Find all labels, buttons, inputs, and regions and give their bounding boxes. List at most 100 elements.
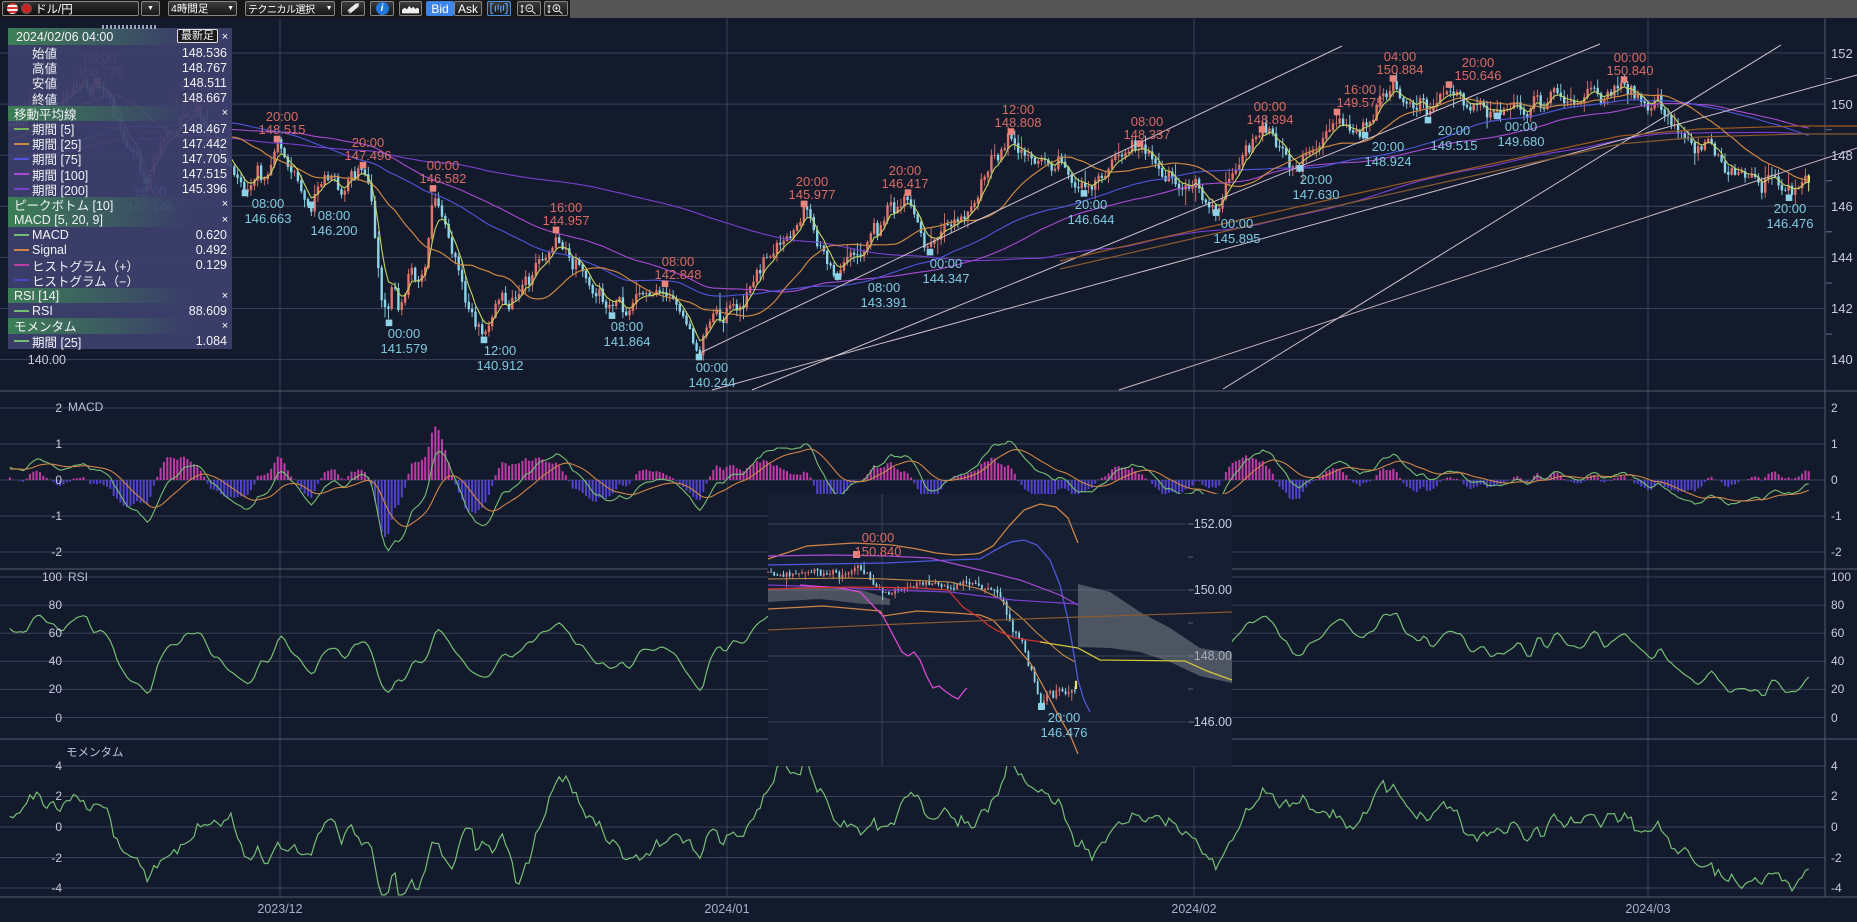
svg-text:140: 140 <box>1831 352 1853 367</box>
svg-text:150: 150 <box>1831 97 1853 112</box>
svg-text:146.663: 146.663 <box>245 211 292 226</box>
svg-text:145.977: 145.977 <box>789 187 836 202</box>
svg-text:08:00: 08:00 <box>611 319 644 334</box>
svg-text:20:00: 20:00 <box>796 174 829 189</box>
svg-text:20:00: 20:00 <box>1774 201 1807 216</box>
svg-text:20:00: 20:00 <box>1438 123 1471 138</box>
svg-text:149.680: 149.680 <box>1498 134 1545 149</box>
svg-text:-4: -4 <box>51 881 62 895</box>
svg-text:0: 0 <box>55 711 62 725</box>
svg-text:147.630: 147.630 <box>1293 187 1340 202</box>
svg-text:80: 80 <box>49 598 63 612</box>
svg-text:40: 40 <box>49 654 63 668</box>
svg-text:140.244: 140.244 <box>689 375 736 390</box>
svg-text:150.00: 150.00 <box>1194 583 1232 597</box>
svg-text:12:00: 12:00 <box>1002 102 1035 117</box>
svg-text:20:00: 20:00 <box>1048 710 1081 725</box>
svg-text:04:00: 04:00 <box>1384 49 1417 64</box>
svg-text:146.476: 146.476 <box>1767 216 1814 231</box>
svg-text:08:00: 08:00 <box>868 280 901 295</box>
svg-text:142: 142 <box>1831 301 1853 316</box>
svg-text:150.646: 150.646 <box>1455 68 1502 83</box>
svg-text:0: 0 <box>55 473 62 487</box>
svg-text:20:00: 20:00 <box>1300 172 1333 187</box>
svg-text:100: 100 <box>1831 570 1851 584</box>
svg-text:141.579: 141.579 <box>381 341 428 356</box>
svg-text:-2: -2 <box>1831 851 1842 865</box>
svg-text:140.00: 140.00 <box>28 353 66 367</box>
svg-text:00:00: 00:00 <box>1505 119 1538 134</box>
svg-text:146.200: 146.200 <box>311 223 358 238</box>
svg-text:00:00: 00:00 <box>1221 216 1254 231</box>
svg-text:4: 4 <box>55 759 62 773</box>
svg-text:1: 1 <box>55 437 62 451</box>
svg-text:08:00: 08:00 <box>252 196 285 211</box>
svg-text:0: 0 <box>55 820 62 834</box>
svg-text:00:00: 00:00 <box>427 158 460 173</box>
svg-text:144.957: 144.957 <box>543 213 590 228</box>
svg-text:2023/12: 2023/12 <box>257 902 302 916</box>
svg-text:147.496: 147.496 <box>345 148 392 163</box>
svg-text:148.808: 148.808 <box>995 115 1042 130</box>
svg-text:-4: -4 <box>1831 881 1842 895</box>
svg-text:60: 60 <box>1831 626 1845 640</box>
svg-text:145.895: 145.895 <box>1214 231 1261 246</box>
svg-text:4: 4 <box>1831 759 1838 773</box>
svg-text:149.515: 149.515 <box>1431 138 1478 153</box>
svg-text:2024/02: 2024/02 <box>1171 902 1216 916</box>
svg-text:0: 0 <box>1831 711 1838 725</box>
svg-text:146.00: 146.00 <box>1194 715 1232 729</box>
svg-text:144: 144 <box>1831 250 1853 265</box>
svg-text:152.00: 152.00 <box>1194 517 1232 531</box>
svg-text:20:00: 20:00 <box>266 109 299 124</box>
svg-text:146.417: 146.417 <box>882 176 929 191</box>
svg-text:20:00: 20:00 <box>1462 55 1495 70</box>
svg-text:144.347: 144.347 <box>923 271 970 286</box>
svg-text:2024/03: 2024/03 <box>1625 902 1670 916</box>
svg-text:-2: -2 <box>51 545 62 559</box>
svg-text:149.575: 149.575 <box>1337 95 1384 110</box>
svg-text:2024/01: 2024/01 <box>704 902 749 916</box>
svg-text:141.864: 141.864 <box>604 334 651 349</box>
svg-text:16:00: 16:00 <box>550 200 583 215</box>
svg-text:148.337: 148.337 <box>1124 127 1171 142</box>
svg-text:20: 20 <box>1831 682 1845 696</box>
svg-text:146.644: 146.644 <box>1068 212 1115 227</box>
svg-text:00:00: 00:00 <box>862 530 895 545</box>
svg-text:08:00: 08:00 <box>318 208 351 223</box>
svg-text:148: 148 <box>1831 148 1853 163</box>
svg-text:143.391: 143.391 <box>861 295 908 310</box>
svg-text:142.848: 142.848 <box>655 267 702 282</box>
svg-text:150.884: 150.884 <box>1377 62 1424 77</box>
svg-text:-1: -1 <box>1831 509 1842 523</box>
svg-text:2: 2 <box>55 401 62 415</box>
svg-text:08:00: 08:00 <box>662 254 695 269</box>
svg-text:146: 146 <box>1831 199 1853 214</box>
svg-text:0: 0 <box>1831 820 1838 834</box>
svg-text:20:00: 20:00 <box>352 135 385 150</box>
svg-text:20:00: 20:00 <box>1075 197 1108 212</box>
svg-text:RSI: RSI <box>68 570 88 584</box>
svg-text:148.515: 148.515 <box>259 122 306 137</box>
svg-text:-1: -1 <box>51 509 62 523</box>
svg-text:150.840: 150.840 <box>1607 63 1654 78</box>
svg-text:140.912: 140.912 <box>477 358 524 373</box>
svg-text:-2: -2 <box>51 851 62 865</box>
svg-text:00:00: 00:00 <box>1254 99 1287 114</box>
svg-text:152: 152 <box>1831 46 1853 61</box>
svg-text:16:00: 16:00 <box>1344 82 1377 97</box>
svg-text:1: 1 <box>1831 437 1838 451</box>
svg-text:00:00: 00:00 <box>1614 50 1647 65</box>
svg-text:2: 2 <box>1831 401 1838 415</box>
svg-text:MACD: MACD <box>68 400 104 414</box>
svg-text:00:00: 00:00 <box>696 360 729 375</box>
svg-text:146.582: 146.582 <box>420 171 467 186</box>
svg-text:2: 2 <box>1831 789 1838 803</box>
svg-text:148.894: 148.894 <box>1247 112 1294 127</box>
svg-text:20:00: 20:00 <box>889 163 922 178</box>
svg-text:60: 60 <box>49 626 63 640</box>
svg-text:0: 0 <box>1831 473 1838 487</box>
svg-text:2: 2 <box>55 789 62 803</box>
svg-text:-2: -2 <box>1831 545 1842 559</box>
svg-text:12:00: 12:00 <box>484 343 517 358</box>
